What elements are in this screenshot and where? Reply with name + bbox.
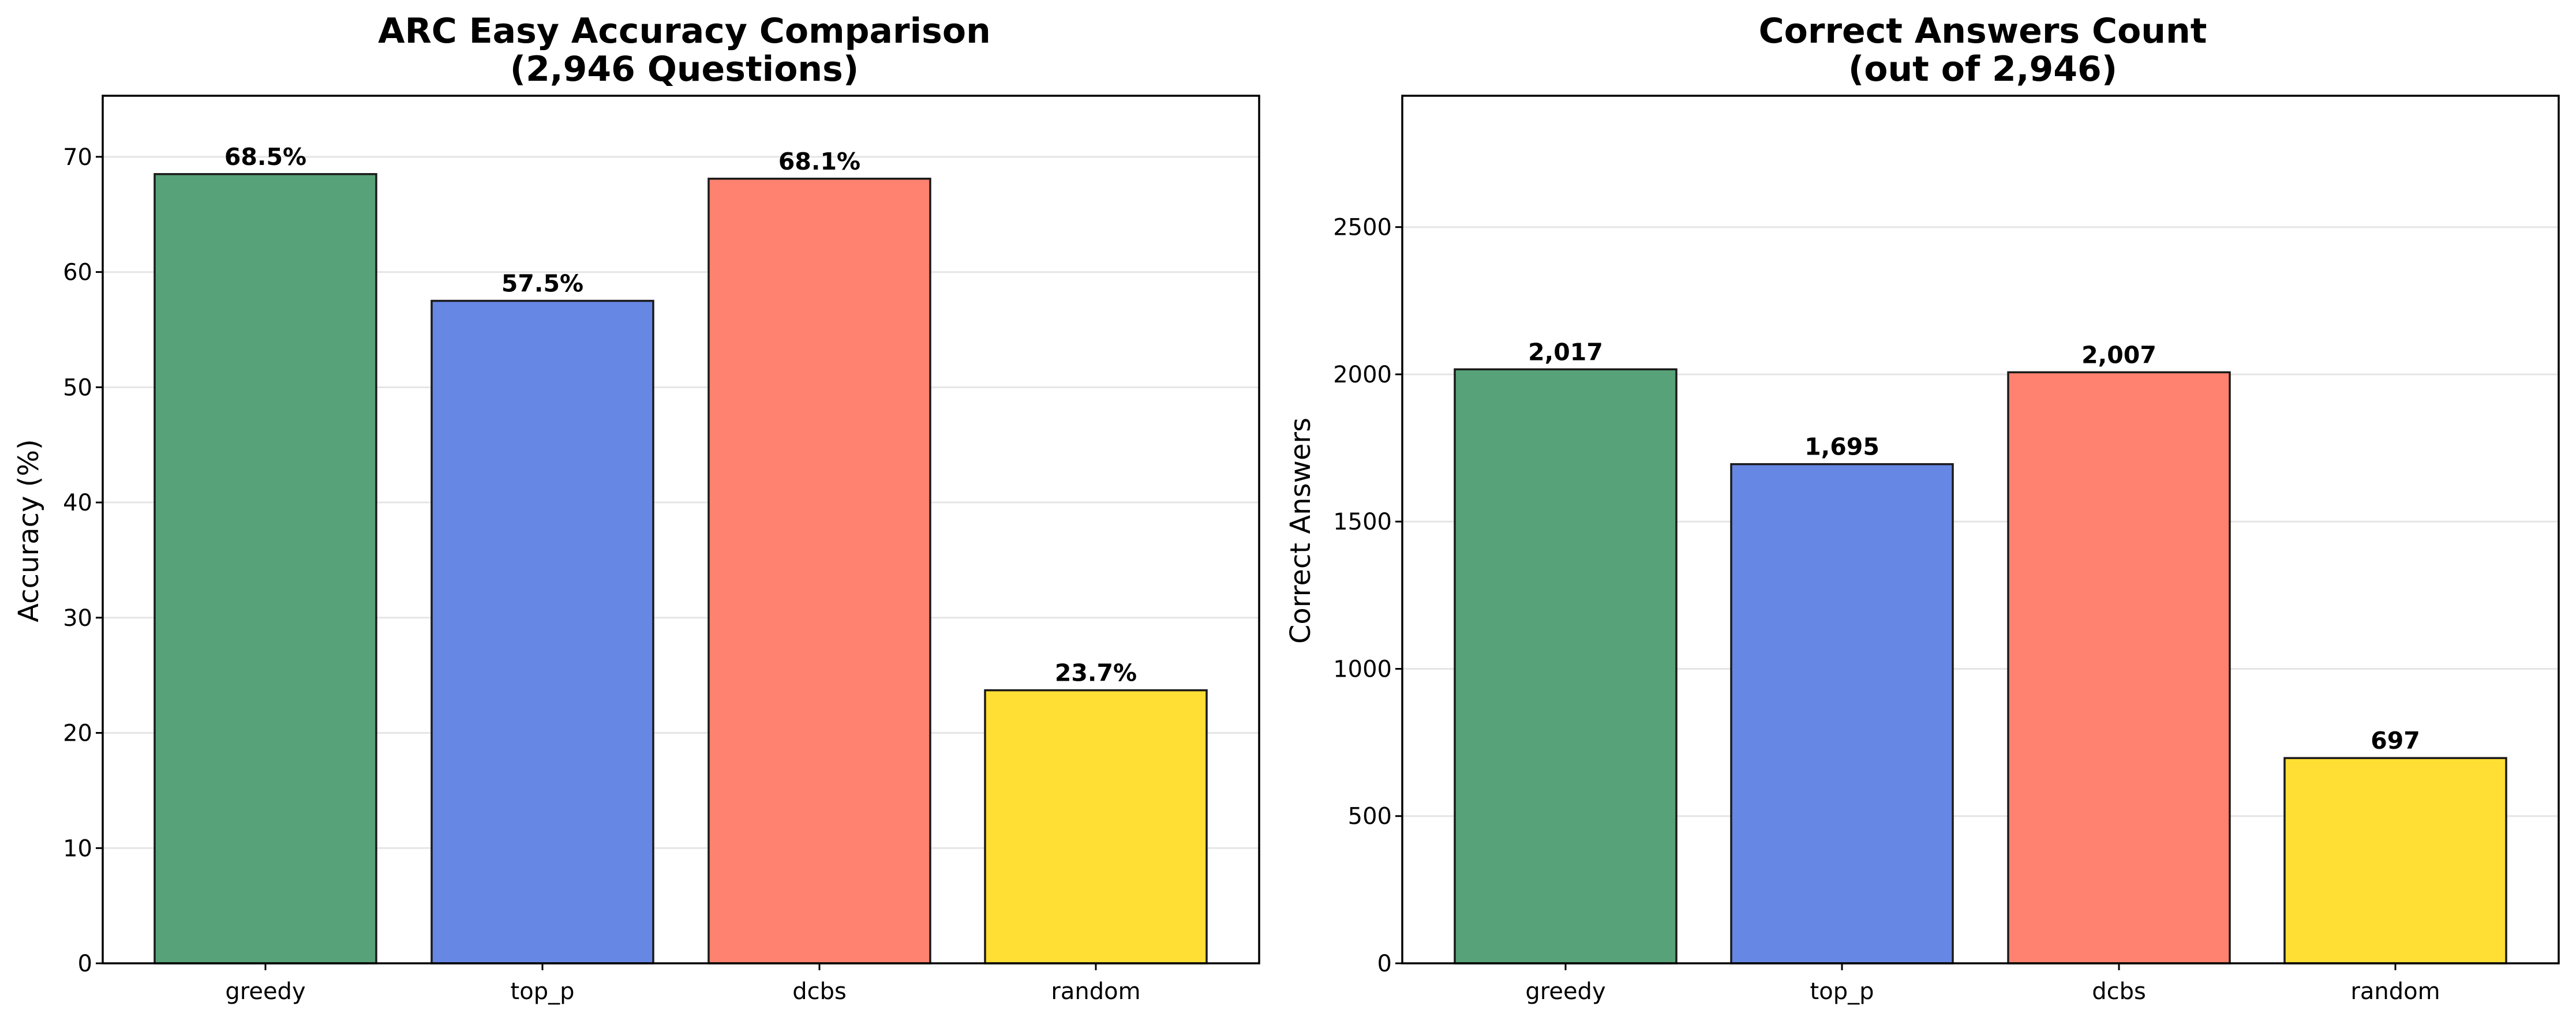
data-label: 1,695 [1804,433,1879,461]
x-tick-label: greedy [225,978,305,1005]
chart-subtitle: (out of 2,946) [1848,49,2117,89]
plot-area-correct-count: 2,017 greedy 1,695 top_p 2,007 dcbs 697 random 0… [1333,95,2560,1005]
data-label: 68.1% [778,148,860,175]
x-tick-label: top_p [511,978,575,1005]
bar-top_p [430,299,654,964]
x-tick-label: random [1051,978,1140,1005]
y-tick-label: 1500 [1333,509,1392,535]
chart-title: ARC Easy Accuracy Comparison [378,11,991,51]
data-label: 2,007 [2081,341,2156,369]
x-tick-label: dcbs [2092,978,2146,1005]
y-tick-label: 2500 [1333,215,1392,241]
bar-random [2283,757,2507,964]
bar-greedy [1454,368,1678,964]
data-label: 57.5% [501,270,583,298]
chart-subtitle: (2,946 Questions) [510,49,859,89]
x-tick-label: dcbs [792,978,847,1005]
bar-greedy [153,173,377,964]
axes-frame [1401,95,2560,964]
bar-dcbs [2007,371,2231,964]
y-axis-label: Correct Answers [1285,418,1317,644]
y-tick-label: 20 [63,720,92,747]
data-label: 697 [2371,727,2420,755]
y-tick-label: 1000 [1333,656,1392,682]
bar-top_p [1730,463,1954,964]
y-tick-label: 40 [63,490,92,516]
y-tick-label: 2000 [1333,362,1392,388]
y-tick-label: 10 [63,835,92,862]
y-tick-label: 500 [1348,804,1392,830]
y-tick-label: 0 [78,951,92,977]
chart-accuracy: ARC Easy Accuracy Comparison (2,946 Ques… [13,11,1260,1005]
plot-area-accuracy: 68.5% greedy 57.5% top_p 68.1% dcbs 23.7% rando… [63,95,1260,1005]
y-tick-label: 0 [1377,951,1392,977]
y-tick-label: 50 [63,374,92,401]
chart-title: Correct Answers Count [1759,11,2207,51]
data-label: 2,017 [1528,338,1603,366]
y-axis-label: Accuracy (%) [13,439,45,622]
bar-dcbs [707,178,931,964]
axes-frame [102,95,1260,964]
chart-correct-count: Correct Answers Count (out of 2,946) Cor… [1285,11,2560,1005]
x-tick-label: top_p [1810,978,1874,1005]
bar-random [984,689,1208,964]
data-label: 68.5% [224,143,306,171]
y-tick-label: 30 [63,605,92,632]
x-tick-label: greedy [1525,978,1605,1005]
y-tick-label: 70 [63,144,92,171]
data-label: 23.7% [1055,659,1137,687]
y-tick-label: 60 [63,260,92,286]
x-tick-label: random [2350,978,2440,1005]
